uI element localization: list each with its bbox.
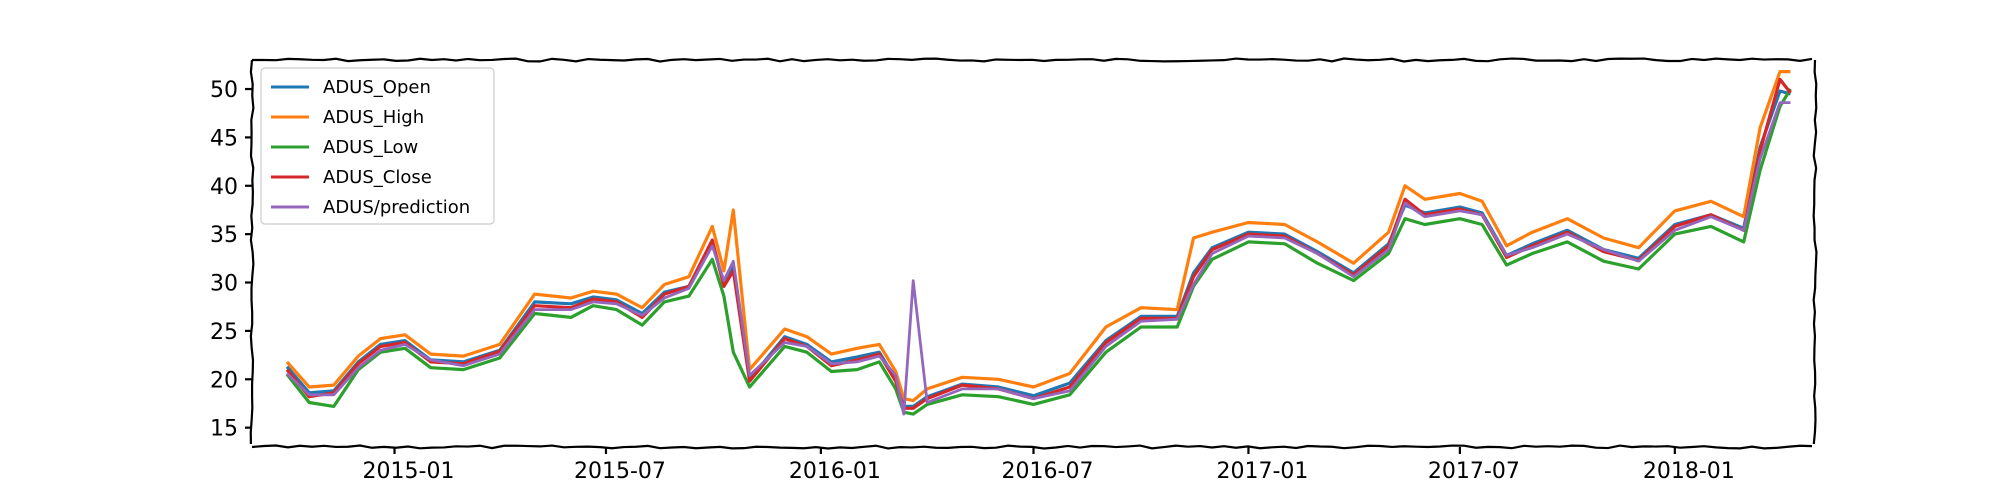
legend: ADUS_Open ADUS_High ADUS_Low ADUS_Close ADUS… (260, 67, 495, 225)
y-tick-label: 50 (210, 78, 238, 103)
y-tick-label: 45 (210, 126, 238, 151)
y-tick-label: 15 (210, 417, 238, 442)
y-tick-label: 30 (210, 272, 238, 297)
series-lines (285, 69, 1792, 416)
series-line-adus-low (285, 88, 1792, 416)
series-line-adus-prediction (286, 101, 1791, 416)
x-tick-label: 2015-07 (574, 459, 666, 484)
y-tick-label: 35 (210, 223, 238, 248)
axis-frame-left (249, 59, 255, 445)
y-tick-label: 25 (210, 320, 238, 345)
legend-label-adus-high: ADUS_High (323, 107, 424, 128)
axis-frame-right (1812, 59, 1818, 445)
y-tick-label: 20 (210, 368, 238, 393)
legend-label-adus-low: ADUS_Low (323, 137, 418, 158)
axes: 15 20 25 30 35 40 45 50 2015-01 2015-07 2016-01 201… (210, 57, 1818, 484)
x-tick-label: 2016-07 (1002, 459, 1094, 484)
legend-box (260, 67, 495, 225)
series-line-adus-high (285, 69, 1791, 403)
x-tick-label: 2015-01 (363, 459, 455, 484)
x-tick-label: 2016-01 (789, 459, 881, 484)
legend-label-adus-close: ADUS_Close (323, 167, 432, 188)
y-tick-label: 40 (210, 175, 238, 200)
x-tick-label: 2018-01 (1643, 459, 1735, 484)
legend-label-adus-prediction: ADUS/prediction (323, 197, 470, 218)
x-tick-label: 2017-07 (1428, 459, 1520, 484)
axis-frame-top (251, 57, 1813, 63)
axis-frame-bottom (251, 444, 1813, 450)
x-tick-label: 2017-01 (1216, 459, 1308, 484)
legend-label-adus-open: ADUS_Open (323, 77, 431, 98)
